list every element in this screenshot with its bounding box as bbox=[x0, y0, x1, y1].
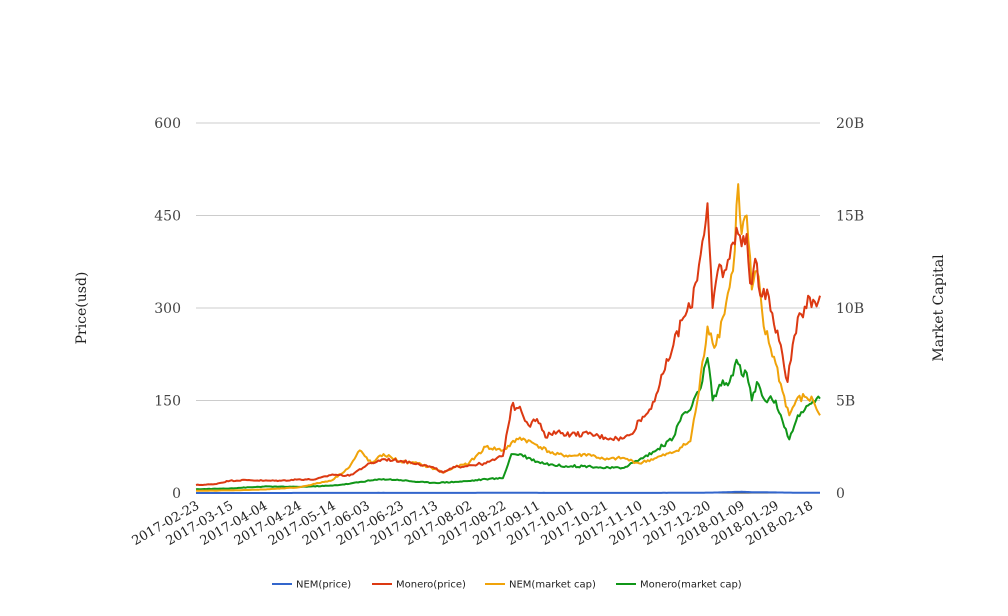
left-tick-label: 450 bbox=[154, 209, 181, 225]
right-axis-title: Market Capital bbox=[931, 254, 947, 362]
legend-label: Monero(price) bbox=[396, 580, 466, 591]
right-tick-label: 15B bbox=[836, 209, 864, 225]
series-line-monero-price bbox=[195, 202, 821, 486]
legend-label: Monero(market cap) bbox=[640, 580, 742, 591]
legend-label: NEM(price) bbox=[296, 580, 351, 591]
right-axis-ticks: 0 5B 10B 15B 20B bbox=[836, 116, 864, 502]
left-tick-label: 150 bbox=[154, 394, 181, 410]
right-tick-label: 0 bbox=[836, 486, 845, 502]
series-line-nem-price bbox=[196, 490, 820, 494]
series-lines bbox=[195, 183, 821, 494]
left-axis-ticks: 0 150 300 450 600 bbox=[154, 116, 181, 502]
right-tick-label: 5B bbox=[836, 394, 855, 410]
right-tick-label: 10B bbox=[836, 301, 864, 317]
left-tick-label: 0 bbox=[172, 486, 181, 502]
gridlines bbox=[196, 122, 820, 494]
right-tick-label: 20B bbox=[836, 116, 864, 132]
left-tick-label: 600 bbox=[154, 116, 181, 132]
x-axis-ticks: 2017-02-232017-03-152017-04-042017-04-24… bbox=[130, 498, 816, 548]
legend: NEM(price) Monero(price) NEM(market cap) Mo… bbox=[272, 580, 742, 591]
left-tick-label: 300 bbox=[154, 301, 181, 317]
left-axis-title: Price(usd) bbox=[74, 272, 90, 345]
legend-label: NEM(market cap) bbox=[509, 580, 596, 591]
series-line-nem-market-cap bbox=[195, 183, 821, 492]
